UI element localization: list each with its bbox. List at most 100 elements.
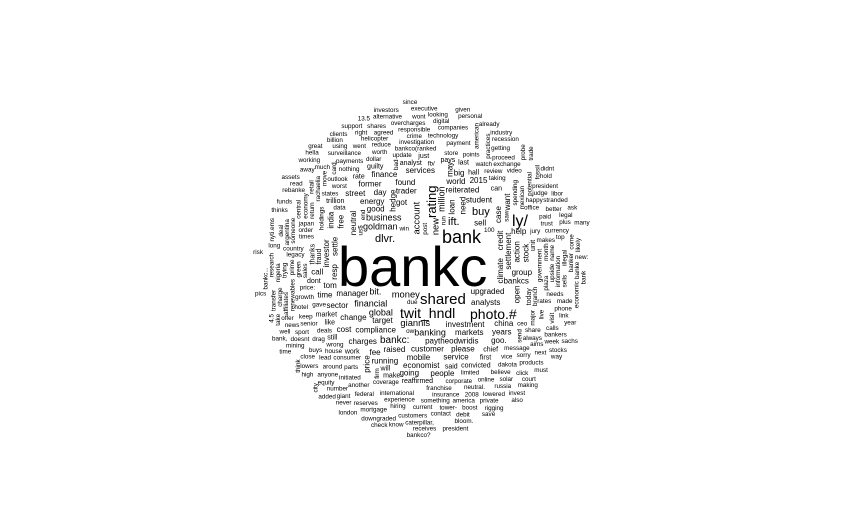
word-231: overcharges xyxy=(391,120,426,127)
word-31: markets xyxy=(455,328,483,337)
word-232: russia xyxy=(494,383,511,390)
word-42: sell xyxy=(474,218,486,227)
word-339: hella xyxy=(305,150,319,157)
word-91: guilty xyxy=(367,163,384,170)
word-38: trader xyxy=(396,187,417,196)
word-266: shares xyxy=(367,123,386,130)
word-85: india xyxy=(326,211,335,228)
word-93: chief xyxy=(483,346,498,353)
word-162: online xyxy=(478,377,495,384)
word-12: account xyxy=(411,201,421,234)
word-250: president xyxy=(532,183,558,190)
word-126: holdings xyxy=(318,207,325,230)
word-125: taking xyxy=(489,175,506,182)
word-122: spending xyxy=(512,179,519,205)
word-326: already xyxy=(479,121,501,128)
word-11: money xyxy=(392,289,420,299)
word-199: surveillance xyxy=(328,150,362,157)
word-215: hiring xyxy=(390,403,406,410)
word-108: just xyxy=(417,153,429,160)
word-286: research xyxy=(269,252,276,277)
word-189: renewables xyxy=(289,279,296,311)
word-272: alternative xyxy=(373,113,403,120)
word-188: around xyxy=(323,364,343,371)
word-208: lead xyxy=(319,354,331,361)
word-289: industry xyxy=(490,129,513,136)
word-307: deal xyxy=(278,225,285,237)
word-284: charge xyxy=(277,287,284,307)
word-356: city xyxy=(312,382,319,392)
word-173: return xyxy=(309,202,316,219)
word-111: thanks xyxy=(309,243,316,264)
word-298: hold xyxy=(540,173,552,180)
word-129: investigation xyxy=(399,139,435,146)
word-177: technology xyxy=(428,133,459,140)
word-287: plus xyxy=(559,219,571,226)
word-143: points xyxy=(463,151,480,158)
word-192: needs xyxy=(546,291,563,298)
word-285: due xyxy=(407,299,418,306)
word-205: video xyxy=(507,168,523,175)
word-344: london xyxy=(339,410,358,417)
word-252: top xyxy=(556,234,565,241)
word-191: someone xyxy=(290,217,297,243)
word-244: retail xyxy=(309,180,316,194)
word-110: rate xyxy=(353,174,365,181)
word-229: agreed xyxy=(374,129,394,136)
word-200: keep xyxy=(299,314,313,321)
word-343: bankc... xyxy=(262,267,269,289)
word-265: stranded xyxy=(543,197,568,204)
word-212: responsible xyxy=(398,126,431,133)
word-96: pays xyxy=(440,157,455,164)
word-277: right xyxy=(355,129,367,136)
word-36: manager xyxy=(336,289,368,298)
word-365: ask xyxy=(567,204,578,211)
word-7: buy xyxy=(472,206,490,218)
word-347: 4.5 xyxy=(268,314,275,323)
word-131: major xyxy=(530,310,537,326)
word-48: service xyxy=(443,353,469,362)
word-237: judge xyxy=(531,190,548,197)
word-142: nothing xyxy=(339,166,360,173)
word-248: central xyxy=(295,200,302,219)
word-78: time xyxy=(317,291,333,300)
word-246: phone xyxy=(554,306,572,313)
word-213: trust xyxy=(541,220,553,227)
word-50: charges xyxy=(348,337,376,346)
word-186: another xyxy=(348,382,369,389)
word-281: thinks xyxy=(271,207,287,214)
word-168: hotel xyxy=(294,304,308,311)
word-363: win xyxy=(399,226,410,233)
word-158: payment xyxy=(446,140,470,147)
word-238: getting xyxy=(491,145,510,152)
word-264: equity xyxy=(318,379,336,386)
word-123: consumer xyxy=(333,355,361,362)
word-139: deals xyxy=(317,327,332,334)
word-182: helicopter xyxy=(361,136,388,143)
word-117: gave xyxy=(312,301,326,308)
word-254: sells xyxy=(562,275,569,288)
word-53: resp xyxy=(330,264,339,280)
word-210: prime xyxy=(289,259,296,275)
word-259: private xyxy=(480,397,499,404)
word-292: economic xyxy=(573,281,580,308)
word-276: much xyxy=(315,164,331,171)
word-315: funds xyxy=(277,199,292,206)
word-224: products xyxy=(519,360,543,367)
word-94: market xyxy=(316,312,337,319)
word-257: made xyxy=(557,298,573,305)
word-340: given xyxy=(455,106,471,113)
word-35: reiterated xyxy=(445,185,479,194)
word-86: stock xyxy=(521,243,530,263)
word-364: run xyxy=(441,216,448,226)
word-258: next xyxy=(534,350,546,357)
word-308: long xyxy=(268,242,280,249)
word-148: sales xyxy=(302,263,309,278)
word-211: post xyxy=(422,223,429,235)
word-263: using xyxy=(332,143,348,150)
word-67: loan xyxy=(447,199,456,214)
word-58: settle xyxy=(331,236,340,256)
word-16: bit. xyxy=(369,287,381,297)
word-260: digital xyxy=(433,118,449,125)
word-304: executive xyxy=(411,105,438,112)
